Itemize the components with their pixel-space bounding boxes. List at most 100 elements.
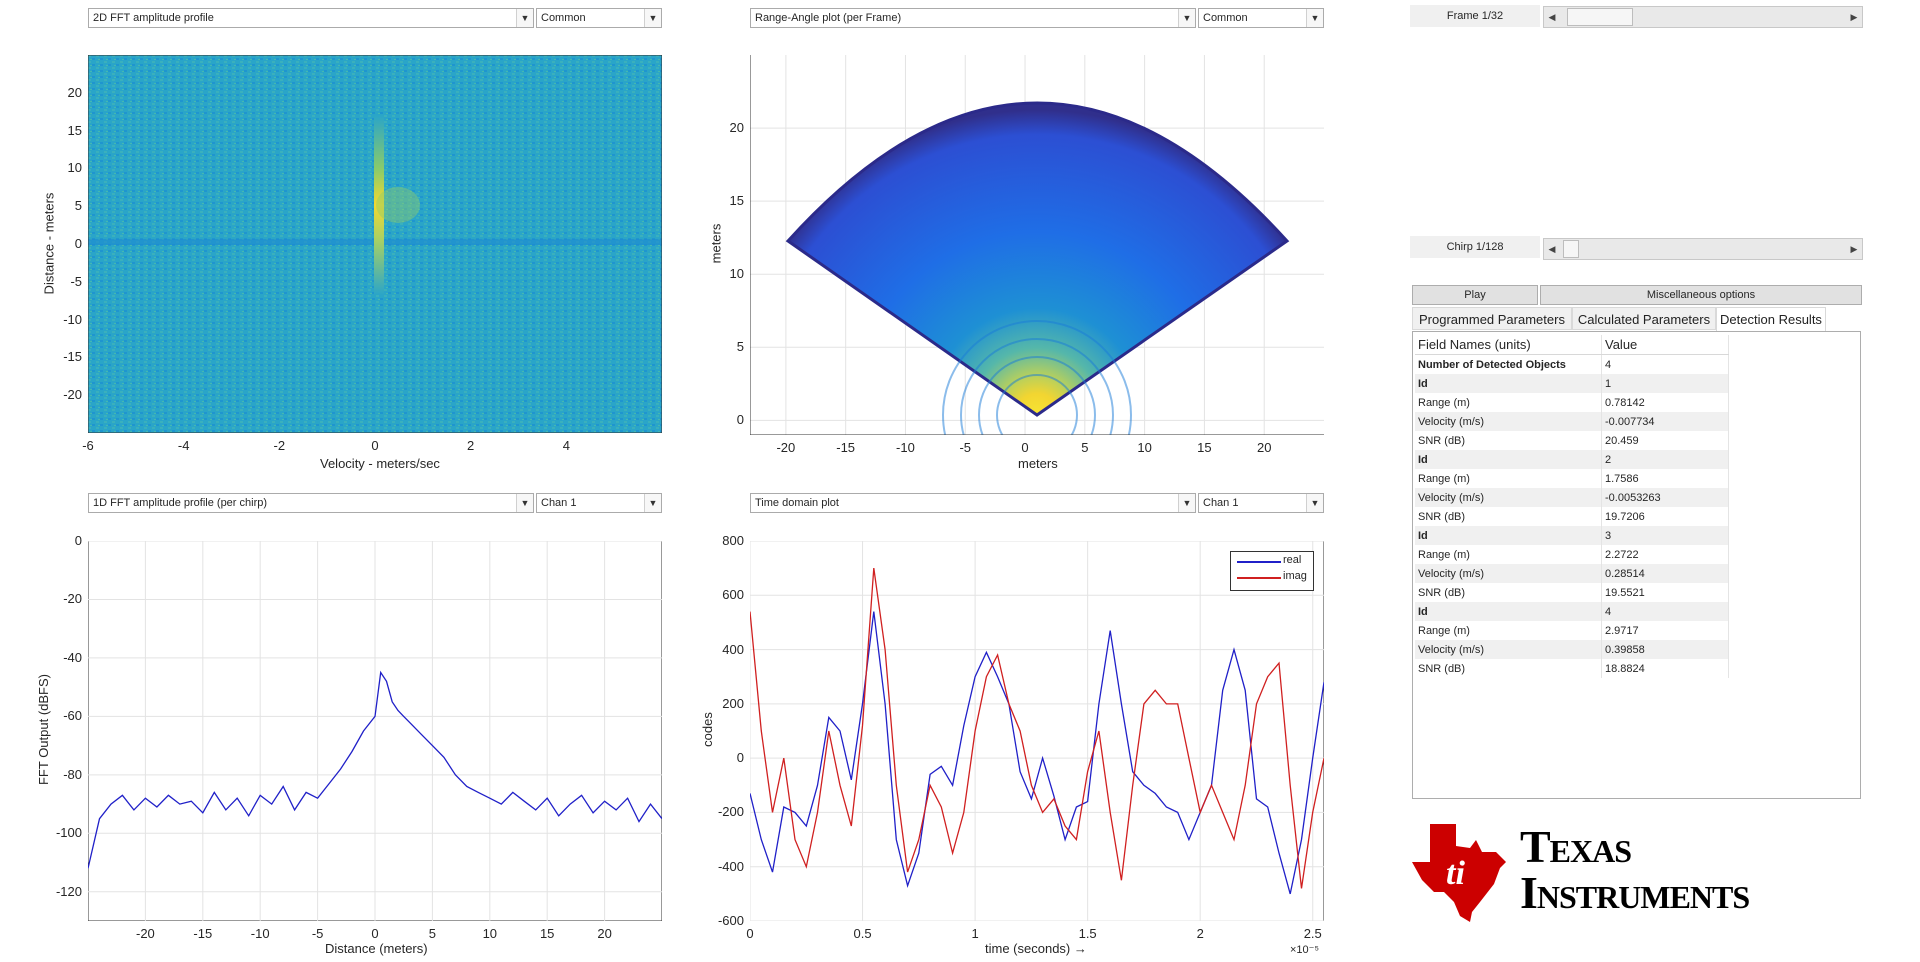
- field-value-cell: -0.007734: [1601, 412, 1729, 431]
- field-name-cell: Id: [1415, 374, 1602, 393]
- x-tick: 4: [562, 438, 570, 453]
- y-tick: 0: [736, 750, 744, 766]
- header-value: Value: [1601, 335, 1729, 355]
- field-value-cell: 1.7586: [1601, 469, 1729, 488]
- field-name-cell: Range (m): [1415, 545, 1602, 564]
- field-value-cell: 2.2722: [1601, 545, 1729, 564]
- chirp-label: Chirp 1/128: [1410, 236, 1540, 258]
- y-axis-label-range-angle: meters: [708, 223, 724, 264]
- y-tick: -15: [63, 349, 82, 365]
- option-selector-2d-fft[interactable]: Common ▼: [536, 8, 662, 28]
- field-value-cell: 0.78142: [1601, 393, 1729, 412]
- y-axis-label-time-domain: codes: [699, 712, 715, 747]
- plot-selector-2d-fft[interactable]: 2D FFT amplitude profile ▼: [88, 8, 534, 28]
- field-value-cell: 2.9717: [1601, 621, 1729, 640]
- tab-calculated-parameters[interactable]: Calculated Parameters: [1572, 307, 1716, 330]
- plot-selector-1d-fft[interactable]: 1D FFT amplitude profile (per chirp) ▼: [88, 493, 534, 513]
- frame-slider[interactable]: ◀ ▶: [1543, 6, 1863, 28]
- field-value-cell: 19.7206: [1601, 507, 1729, 526]
- x-axis-exponent: ×10⁻⁵: [1290, 944, 1320, 956]
- chevron-down-icon: ▼: [1178, 494, 1195, 512]
- field-name-cell: Velocity (m/s): [1415, 564, 1602, 583]
- x-tick: -10: [896, 440, 915, 455]
- chevron-left-icon[interactable]: ◀: [1548, 244, 1556, 254]
- field-name-cell: Id: [1415, 526, 1602, 545]
- field-value-cell: 4: [1601, 354, 1729, 374]
- chirp-slider[interactable]: ◀ ▶: [1543, 238, 1863, 260]
- x-tick: 2: [467, 438, 475, 453]
- x-tick: 5: [1081, 440, 1089, 455]
- chevron-left-icon[interactable]: ◀: [1548, 12, 1556, 22]
- tab-programmed-parameters[interactable]: Programmed Parameters: [1412, 307, 1572, 330]
- x-tick: 15: [539, 926, 555, 941]
- channel-selector-1d-fft[interactable]: Chan 1 ▼: [536, 493, 662, 513]
- x-tick: 0.5: [853, 926, 872, 941]
- option-selector-range-angle[interactable]: Common ▼: [1198, 8, 1324, 28]
- option-selector-range-angle-value: Common: [1203, 12, 1248, 24]
- line-chart-time-domain: [750, 541, 1324, 921]
- y-tick: -120: [55, 883, 82, 899]
- texas-instruments-logo: ti Texas Instruments: [1410, 820, 1860, 930]
- x-tick: 10: [482, 926, 498, 941]
- header-field-names: Field Names (units): [1415, 335, 1602, 355]
- x-tick: 20: [597, 926, 612, 941]
- field-name-cell: Range (m): [1415, 469, 1602, 488]
- logo-text-line1: Texas: [1520, 821, 1632, 872]
- table-row: SNR (dB) 20.459: [1415, 431, 1729, 450]
- svg-text:ti: ti: [1446, 855, 1465, 892]
- legend: real imag: [1230, 551, 1314, 591]
- frame-slider-thumb[interactable]: [1566, 8, 1633, 26]
- field-name-cell: SNR (dB): [1415, 583, 1602, 602]
- y-tick: 15: [729, 193, 744, 209]
- y-tick: 20: [729, 120, 744, 136]
- x-axis-label-range-angle: meters: [1018, 456, 1058, 471]
- y-tick: 10: [729, 266, 744, 282]
- field-value-cell: 3: [1601, 526, 1729, 545]
- plot-selector-time-domain[interactable]: Time domain plot ▼: [750, 493, 1196, 513]
- heatmap-2d-fft: [88, 55, 662, 433]
- x-tick: 0: [371, 926, 379, 941]
- x-tick: -2: [273, 438, 286, 453]
- misc-options-button[interactable]: Miscellaneous options: [1540, 285, 1862, 305]
- field-value-cell: 18.8824: [1601, 659, 1729, 678]
- table-row: Range (m) 2.2722: [1415, 545, 1729, 564]
- chevron-right-icon[interactable]: ▶: [1850, 244, 1858, 254]
- chevron-down-icon: ▼: [516, 9, 533, 27]
- x-tick: 5: [428, 926, 436, 941]
- field-value-cell: 20.459: [1601, 431, 1729, 450]
- y-tick: 200: [722, 695, 744, 711]
- ti-state-logo-icon: ti: [1412, 824, 1506, 922]
- y-tick: -10: [63, 311, 82, 327]
- x-tick: 0: [371, 438, 379, 453]
- table-header: Field Names (units) Value: [1415, 335, 1729, 355]
- x-tick: -20: [776, 440, 796, 455]
- table-row: Velocity (m/s) 0.39858: [1415, 640, 1729, 659]
- y-tick: -20: [63, 591, 82, 607]
- chevron-right-icon[interactable]: ▶: [1850, 12, 1858, 22]
- field-value-cell: 0.39858: [1601, 640, 1729, 659]
- field-name-cell: Range (m): [1415, 621, 1602, 640]
- chirp-slider-thumb[interactable]: [1562, 240, 1579, 258]
- x-axis-label-time-domain: time (seconds) →: [985, 941, 1087, 956]
- y-tick: 20: [67, 84, 82, 100]
- detection-results-panel: Field Names (units) Value Number of Dete…: [1412, 331, 1861, 799]
- x-tick: -5: [311, 926, 324, 941]
- table-row: SNR (dB) 18.8824: [1415, 659, 1729, 678]
- plot-selector-range-angle[interactable]: Range-Angle plot (per Frame) ▼: [750, 8, 1196, 28]
- detection-results-table: Field Names (units) Value Number of Dete…: [1415, 335, 1729, 678]
- chevron-down-icon: ▼: [1306, 9, 1323, 27]
- channel-selector-time-domain-value: Chan 1: [1203, 497, 1239, 509]
- tab-detection-results[interactable]: Detection Results: [1716, 307, 1826, 331]
- series-line-imag: [750, 568, 1324, 889]
- plot-selector-time-domain-value: Time domain plot: [755, 497, 839, 509]
- x-tick: -5: [959, 440, 972, 455]
- x-tick: -10: [250, 926, 270, 941]
- channel-selector-time-domain[interactable]: Chan 1 ▼: [1198, 493, 1324, 513]
- legend-swatch-imag: [1237, 577, 1281, 579]
- range-angle-sector: [785, 101, 1290, 417]
- play-button[interactable]: Play: [1412, 285, 1538, 305]
- field-name-cell: SNR (dB): [1415, 507, 1602, 526]
- plot-selector-range-angle-value: Range-Angle plot (per Frame): [755, 12, 902, 24]
- table-row: Range (m) 0.78142: [1415, 393, 1729, 412]
- table-row: SNR (dB) 19.5521: [1415, 583, 1729, 602]
